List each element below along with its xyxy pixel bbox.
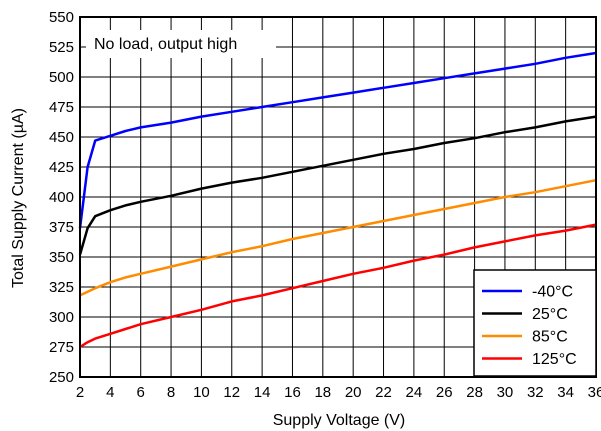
y-tick-label: 500 bbox=[49, 69, 74, 86]
y-tick-label: 525 bbox=[49, 39, 74, 56]
y-tick-label: 250 bbox=[49, 369, 74, 386]
y-tick-label: 350 bbox=[49, 249, 74, 266]
annotation-text: No load, output high bbox=[94, 36, 237, 53]
series-line-0 bbox=[80, 53, 596, 228]
y-tick-label: 275 bbox=[49, 339, 74, 356]
x-tick-label: 20 bbox=[345, 384, 362, 401]
x-tick-label: 16 bbox=[284, 384, 301, 401]
x-tick-label: 4 bbox=[106, 384, 114, 401]
x-tick-label: 10 bbox=[193, 384, 210, 401]
legend-label: -40°C bbox=[532, 284, 573, 301]
y-tick-label: 450 bbox=[49, 129, 74, 146]
x-tick-label: 12 bbox=[223, 384, 240, 401]
x-tick-label: 22 bbox=[375, 384, 392, 401]
y-axis-title: Total Supply Current (µA) bbox=[10, 108, 27, 288]
y-tick-label: 425 bbox=[49, 159, 74, 176]
x-tick-label: 32 bbox=[527, 384, 544, 401]
x-tick-label: 34 bbox=[557, 384, 574, 401]
y-tick-label: 550 bbox=[49, 9, 74, 26]
x-tick-label: 24 bbox=[406, 384, 423, 401]
legend: -40°C 25°C 85°C 125°C bbox=[474, 270, 596, 376]
x-tick-label: 14 bbox=[254, 384, 271, 401]
x-tick-label: 28 bbox=[466, 384, 483, 401]
legend-label: 85°C bbox=[532, 329, 568, 346]
x-tick-label: 30 bbox=[497, 384, 514, 401]
x-axis-title: Supply Voltage (V) bbox=[273, 412, 406, 429]
x-tick-label: 8 bbox=[167, 384, 175, 401]
legend-label: 25°C bbox=[532, 306, 568, 323]
x-tick-label: 26 bbox=[436, 384, 453, 401]
x-tick-label: 18 bbox=[314, 384, 331, 401]
y-tick-label: 375 bbox=[49, 219, 74, 236]
x-tick-label: 2 bbox=[76, 384, 84, 401]
legend-label: 125°C bbox=[532, 351, 577, 368]
y-tick-label: 400 bbox=[49, 189, 74, 206]
y-tick-label: 325 bbox=[49, 279, 74, 296]
y-tick-label: 300 bbox=[49, 309, 74, 326]
x-tick-label: 6 bbox=[137, 384, 145, 401]
x-tick-label: 36 bbox=[588, 384, 601, 401]
y-tick-label: 475 bbox=[49, 99, 74, 116]
